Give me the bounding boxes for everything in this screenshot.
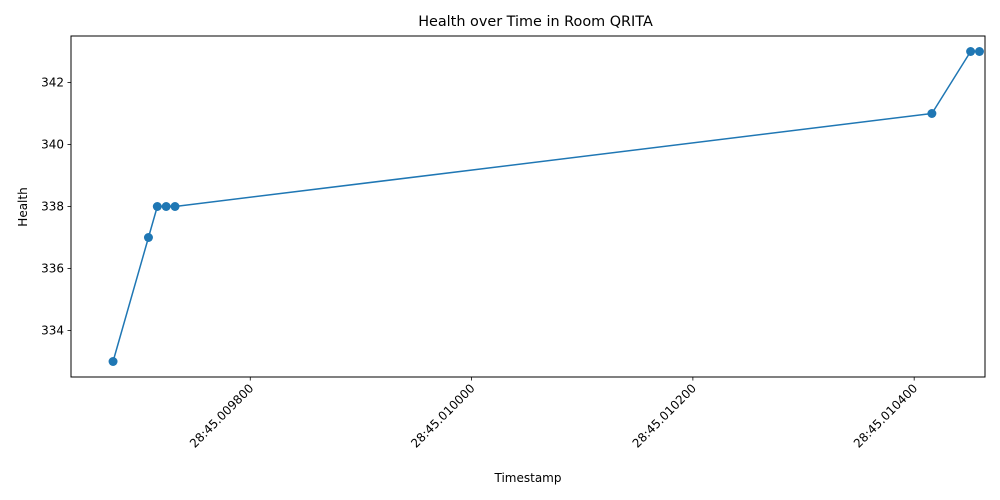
x-tick-label: 28:45.010200 [630, 381, 699, 450]
x-tick-label: 28:45.009800 [187, 381, 256, 450]
x-tick-label: 28:45.010400 [851, 381, 920, 450]
data-point [161, 202, 171, 211]
data-point [143, 233, 153, 242]
x-axis: 28:45.009800 28:45.010000 28:45.010200 28:4… [187, 377, 920, 451]
y-axis-label: Health [16, 187, 30, 226]
y-tick-label: 340 [41, 138, 64, 152]
y-axis: 334 336 338 340 342 [41, 76, 71, 338]
y-tick-label: 342 [41, 76, 64, 90]
data-point [108, 357, 118, 366]
series-line [112, 50, 980, 362]
x-tick-label: 28:45.010000 [408, 381, 477, 450]
y-tick-label: 336 [41, 262, 64, 276]
y-tick-label: 338 [41, 200, 64, 214]
data-point [170, 202, 180, 211]
data-point [966, 47, 976, 56]
series-layer [108, 47, 984, 366]
x-axis-label: Timestamp [494, 471, 562, 485]
plot-frame [70, 35, 986, 378]
data-point [974, 47, 984, 56]
plot-area [70, 35, 986, 378]
y-tick-label: 334 [41, 324, 64, 338]
data-point [152, 202, 162, 211]
chart-title: Health over Time in Room QRITA [418, 14, 653, 30]
data-point [927, 109, 937, 118]
